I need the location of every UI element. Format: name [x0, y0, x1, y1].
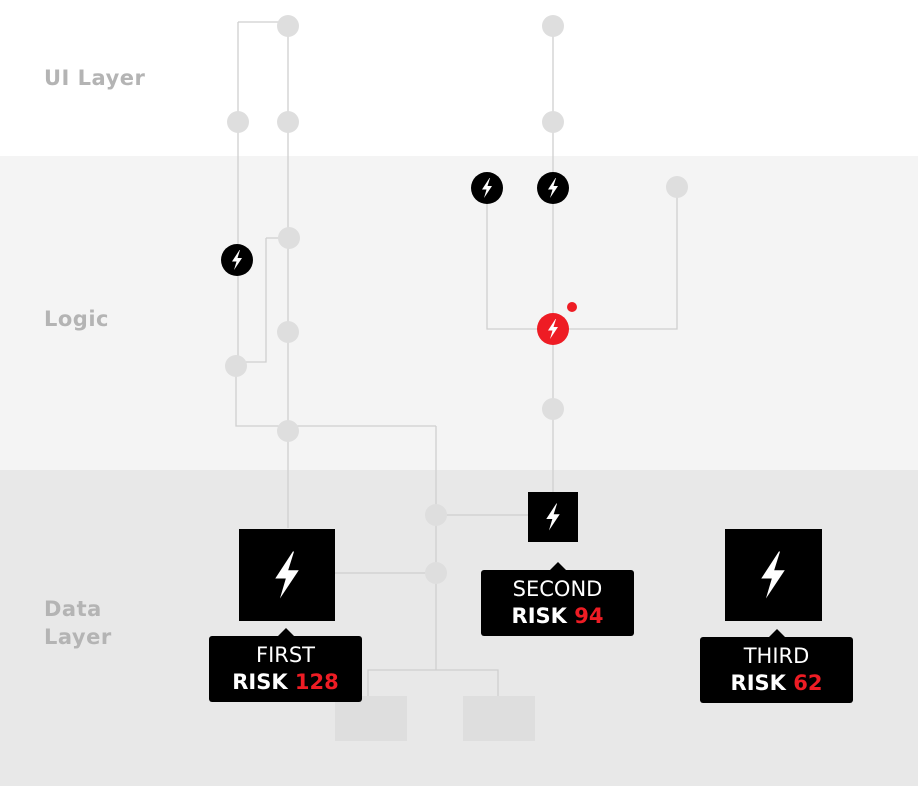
connector	[235, 366, 436, 427]
node	[542, 15, 564, 37]
third-risk-badge	[725, 529, 822, 621]
risk-name: THIRD	[743, 644, 810, 668]
ui-layer-band	[0, 0, 918, 156]
card-pointer	[276, 628, 295, 637]
risk-score: 62	[793, 671, 823, 695]
node	[277, 321, 299, 343]
node	[277, 420, 299, 442]
risk-name: FIRST	[255, 643, 316, 667]
risk-score: 128	[294, 670, 339, 694]
data-store-box	[335, 696, 407, 741]
lightning-bolt-icon	[221, 244, 253, 276]
node	[227, 111, 249, 133]
node	[666, 176, 688, 198]
node	[542, 111, 564, 133]
logic-layer-band	[0, 156, 918, 470]
risk-name: SECOND	[512, 577, 603, 601]
alert-dot-icon	[567, 302, 577, 312]
first-risk-badge	[239, 529, 335, 621]
node	[542, 398, 564, 420]
layer-label-ui: UI Layer	[44, 66, 146, 90]
lightning-bolt-icon	[537, 172, 569, 204]
data-store-boxes	[335, 696, 535, 741]
risk-label: RISK	[511, 604, 567, 628]
risk-score: 94	[574, 604, 604, 628]
data-store-box	[463, 696, 535, 741]
connector	[486, 187, 678, 330]
risk-label: RISK	[232, 670, 288, 694]
risk-card-second: SECOND RISK 94	[481, 562, 634, 636]
node	[277, 111, 299, 133]
risk-badges	[239, 492, 822, 621]
data-layer-band	[0, 470, 918, 786]
connector	[367, 669, 499, 696]
node	[277, 15, 299, 37]
layer-label-logic: Logic	[44, 307, 109, 331]
risk-card-third: THIRD RISK 62	[700, 629, 853, 703]
nodes	[225, 15, 688, 584]
risk-label: RISK	[730, 671, 786, 695]
node	[225, 355, 247, 377]
node	[425, 504, 447, 526]
risk-markers	[221, 172, 577, 345]
risk-score-line: RISK 94	[481, 602, 634, 630]
card-pointer	[548, 562, 567, 571]
layer-label-data: Data Layer	[44, 597, 112, 649]
connector	[238, 238, 267, 363]
node	[425, 562, 447, 584]
connector-lines	[235, 21, 678, 696]
risk-score-line: RISK 128	[209, 668, 362, 696]
lightning-bolt-icon	[471, 172, 503, 204]
risk-score-line: RISK 62	[700, 669, 853, 697]
card-pointer	[767, 629, 786, 638]
lightning-bolt-icon-active	[537, 313, 569, 345]
second-risk-badge	[528, 492, 578, 542]
risk-card-first: FIRST RISK 128	[209, 628, 362, 702]
node	[278, 227, 300, 249]
